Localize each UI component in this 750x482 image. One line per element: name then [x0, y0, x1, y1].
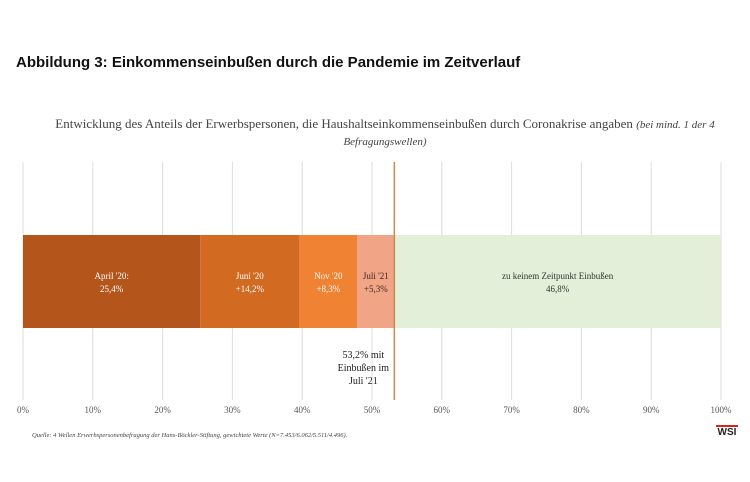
bar-segment	[299, 235, 358, 328]
segment-value-label: 25,4%	[100, 284, 124, 294]
segment-value-label: +14,2%	[236, 284, 265, 294]
bar-segment	[23, 235, 201, 328]
bar-segment	[200, 235, 300, 328]
logo-bar	[716, 425, 738, 427]
x-tick-label: 40%	[294, 405, 311, 415]
wsi-logo: WSI	[716, 425, 738, 439]
logo-text: WSI	[717, 427, 737, 438]
x-tick-label: 80%	[573, 405, 590, 415]
x-tick-label: 60%	[434, 405, 451, 415]
x-tick-label: 100%	[711, 405, 733, 415]
reference-annotation-line: Juli '21	[349, 376, 378, 387]
segment-label: April '20:	[94, 271, 128, 281]
segment-value-label: +8,3%	[316, 284, 340, 294]
x-tick-label: 30%	[224, 405, 241, 415]
bar-segment	[357, 235, 395, 328]
segment-value-label: 46,8%	[546, 284, 570, 294]
source-note: Quelle: 4 Wellen Erwerbspersonenbefragun…	[32, 432, 348, 439]
x-tick-label: 10%	[85, 405, 102, 415]
chart-subtitle: (bei mind. 1 der 4 Befragungswellen)	[343, 119, 715, 148]
figure-title: Abbildung 3: Einkommenseinbußen durch di…	[16, 54, 521, 71]
reference-annotation-line: Einbußen im	[338, 363, 390, 374]
chart-title: Entwicklung des Anteils der Erwerbsperso…	[40, 116, 730, 150]
reference-annotation-line: 53,2% mit	[343, 350, 385, 361]
x-tick-label: 90%	[643, 405, 660, 415]
segment-value-label: +5,3%	[364, 284, 388, 294]
segment-label: zu keinem Zeitpunkt Einbußen	[502, 271, 614, 281]
x-tick-label: 0%	[17, 405, 30, 415]
segment-label: Nov '20	[314, 271, 343, 281]
chart-title-text: Entwicklung des Anteils der Erwerbsperso…	[55, 116, 633, 131]
bar-segment	[394, 235, 721, 328]
x-tick-label: 50%	[364, 405, 381, 415]
x-tick-label: 70%	[503, 405, 520, 415]
segment-label: Juli '21	[363, 271, 389, 281]
x-tick-label: 20%	[154, 405, 171, 415]
segment-label: Juni '20	[236, 271, 264, 281]
